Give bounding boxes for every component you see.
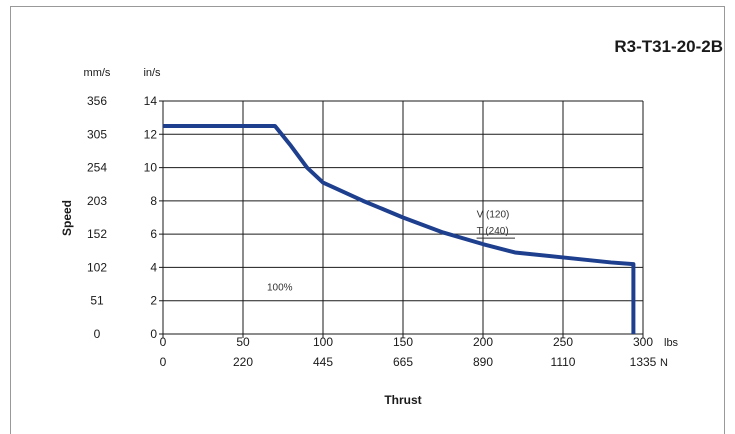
- x-tick-label: 250: [553, 335, 573, 349]
- y-unit-secondary: mm/s: [84, 67, 111, 79]
- y-tick-label: 2: [150, 294, 157, 308]
- y-tick-label: 4: [150, 260, 157, 274]
- x-tick-label-secondary: 665: [393, 355, 413, 369]
- y-tick-label: 12: [144, 127, 158, 141]
- y-tick-label-secondary: 356: [87, 94, 107, 108]
- x-tick-label-secondary: 220: [233, 355, 253, 369]
- speed-thrust-curve: [163, 123, 636, 334]
- annotations: V (120) T (240) 100%: [267, 210, 515, 294]
- y-tick-label: 6: [150, 227, 157, 241]
- x-tick-label-secondary: 1335: [630, 355, 657, 369]
- y-tick-label: 0: [150, 327, 157, 341]
- y-tick-label-secondary: 305: [87, 127, 107, 141]
- x-tick-label-secondary: 890: [473, 355, 493, 369]
- y-tick-label: 8: [150, 194, 157, 208]
- x-tick-label: 300: [633, 335, 653, 349]
- y-axis-title: Speed: [60, 200, 74, 236]
- y-tick-label: 14: [144, 94, 158, 108]
- series-layer: [163, 123, 636, 334]
- y-tick-label: 10: [144, 161, 158, 175]
- x-tick-labels: 0 0 50 220 100 445 150 665 200 890 250 1110 300 1335: [160, 335, 657, 369]
- x-tick-label: 200: [473, 335, 493, 349]
- y-tick-label-secondary: 203: [87, 194, 107, 208]
- annotation-label: 100%: [267, 283, 293, 294]
- y-unit-primary: in/s: [143, 67, 161, 79]
- x-tick-label: 100: [313, 335, 333, 349]
- y-tick-label-secondary: 152: [87, 227, 107, 241]
- x-tick-label-secondary: 0: [160, 355, 167, 369]
- x-tick-label: 0: [160, 335, 167, 349]
- y-tick-label-secondary: 254: [87, 161, 107, 175]
- x-unit-primary: lbs: [664, 337, 679, 349]
- y-tick-label-secondary: 0: [94, 327, 101, 341]
- x-tick-label: 150: [393, 335, 413, 349]
- x-tick-label: 50: [236, 335, 250, 349]
- annotation-label: V (120): [477, 210, 510, 221]
- annotation-label: T (240): [477, 226, 509, 237]
- chart-title: R3-T31-20-2B: [614, 37, 723, 56]
- y-tick-label-secondary: 102: [87, 260, 107, 274]
- y-tick-label-secondary: 51: [90, 294, 104, 308]
- x-unit-secondary: N: [660, 357, 668, 369]
- x-tick-label-secondary: 1110: [551, 355, 576, 369]
- y-tick-labels: 0 0 2 51 4 102 6 152 8 203 10 254 12 305 14 356: [87, 94, 157, 341]
- x-axis-title: Thrust: [384, 393, 421, 407]
- x-tick-label-secondary: 445: [313, 355, 333, 369]
- grid: [159, 100, 644, 338]
